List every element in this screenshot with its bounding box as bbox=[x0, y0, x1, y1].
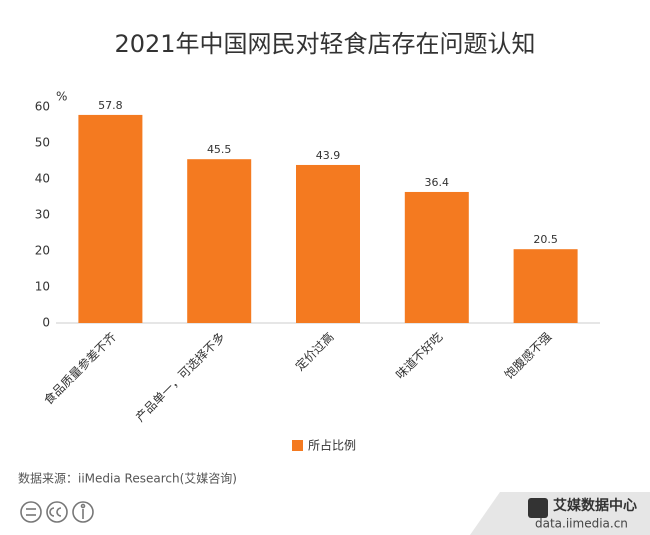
x-tick-label: 味道不好吃 bbox=[393, 330, 445, 382]
y-tick-label: 50 bbox=[35, 136, 50, 150]
y-unit: % bbox=[56, 90, 67, 104]
logo-url: data.iimedia.cn bbox=[535, 517, 628, 531]
logo-name: 艾媒数据中心 bbox=[553, 497, 637, 514]
y-tick-label: 60 bbox=[35, 100, 50, 114]
logo-background bbox=[470, 492, 650, 535]
logo-icon bbox=[528, 498, 548, 518]
x-tick-label: 产品单一，可选择不多 bbox=[133, 330, 228, 425]
value-label: 20.5 bbox=[533, 233, 558, 246]
bar bbox=[78, 114, 143, 323]
chart-title: 2021年中国网民对轻食店存在问题认知 bbox=[114, 30, 535, 58]
value-label: 43.9 bbox=[316, 149, 341, 162]
y-tick-label: 30 bbox=[35, 208, 50, 222]
bar bbox=[404, 191, 469, 323]
bar bbox=[296, 164, 360, 323]
license-icons bbox=[20, 501, 94, 523]
value-label: 45.5 bbox=[207, 143, 232, 156]
source: 数据来源：iiMedia Research(艾媒咨询) bbox=[18, 471, 237, 486]
x-tick-label: 饱腹感不强 bbox=[501, 329, 554, 382]
legend-swatch bbox=[292, 440, 303, 451]
y-tick-label: 10 bbox=[35, 280, 50, 294]
y-tick-label: 20 bbox=[35, 244, 50, 258]
x-tick-label: 定价过高 bbox=[292, 329, 337, 374]
x-tick-label: 食品质量参差不齐 bbox=[40, 329, 118, 407]
bar bbox=[513, 249, 578, 323]
value-label: 57.8 bbox=[98, 99, 123, 112]
value-label: 36.4 bbox=[425, 176, 450, 189]
legend-label: 所占比例 bbox=[308, 438, 356, 453]
y-tick-label: 40 bbox=[35, 172, 50, 186]
y-tick-label: 0 bbox=[42, 316, 50, 330]
bar bbox=[187, 159, 252, 323]
